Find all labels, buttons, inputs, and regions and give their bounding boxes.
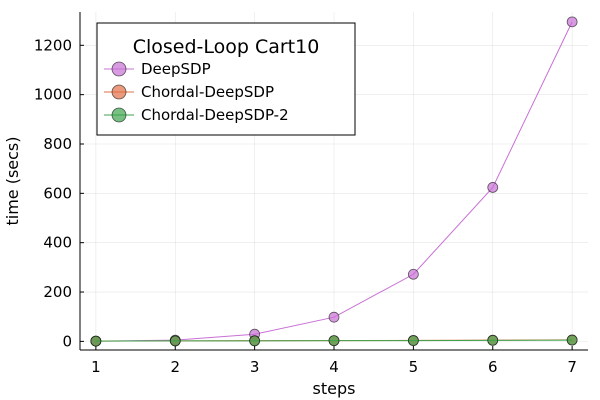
legend-box	[96, 22, 356, 136]
y-tick-label: 0	[62, 332, 72, 350]
data-point	[566, 334, 578, 346]
legend-items: DeepSDP Chordal-DeepSDP Chordal-DeepSDP-2	[104, 60, 289, 124]
y-tick-label: 800	[43, 135, 72, 153]
y-tick-label: 600	[43, 184, 72, 202]
data-point	[566, 16, 578, 28]
legend-item: DeepSDP	[104, 60, 211, 78]
legend: Closed-Loop Cart10 DeepSDP Chordal-DeepSD…	[96, 22, 356, 136]
y-tick-label: 400	[43, 234, 72, 252]
legend-marker	[111, 84, 127, 100]
x-axis-label: steps	[313, 379, 356, 398]
data-point	[407, 335, 419, 347]
legend-marker	[111, 61, 127, 77]
data-point	[169, 335, 181, 347]
x-tick-label: 6	[488, 358, 498, 376]
y-tick-label: 1000	[34, 86, 72, 104]
y-axis-label: time (secs)	[3, 136, 22, 225]
series-layer	[90, 16, 578, 347]
x-tick-label: 5	[409, 358, 419, 376]
y-tick-label: 1200	[34, 36, 72, 54]
data-point	[487, 182, 499, 193]
legend-label: DeepSDP	[141, 60, 211, 78]
x-tick-label: 2	[170, 358, 180, 376]
legend-title: Closed-Loop Cart10	[133, 36, 320, 58]
legend-item: Chordal-DeepSDP	[104, 83, 274, 101]
legend-label: Chordal-DeepSDP-2	[141, 106, 289, 124]
x-tick-label: 3	[250, 358, 260, 376]
data-point	[407, 268, 419, 280]
x-tick-label: 4	[329, 358, 339, 376]
data-point	[487, 334, 499, 346]
legend-label: Chordal-DeepSDP	[141, 83, 274, 101]
series-2	[90, 334, 578, 347]
axes: 1 2 3 4 5 6 7 0 200 400 600 800 1000 1200	[34, 12, 588, 376]
data-point	[328, 311, 340, 323]
data-point	[249, 335, 261, 347]
data-point	[328, 335, 340, 347]
x-tick-label: 1	[91, 358, 101, 376]
legend-marker	[111, 107, 127, 123]
data-point	[90, 335, 102, 347]
legend-item: Chordal-DeepSDP-2	[104, 106, 289, 124]
y-tick-label: 200	[43, 283, 72, 301]
x-tick-label: 7	[567, 358, 577, 376]
